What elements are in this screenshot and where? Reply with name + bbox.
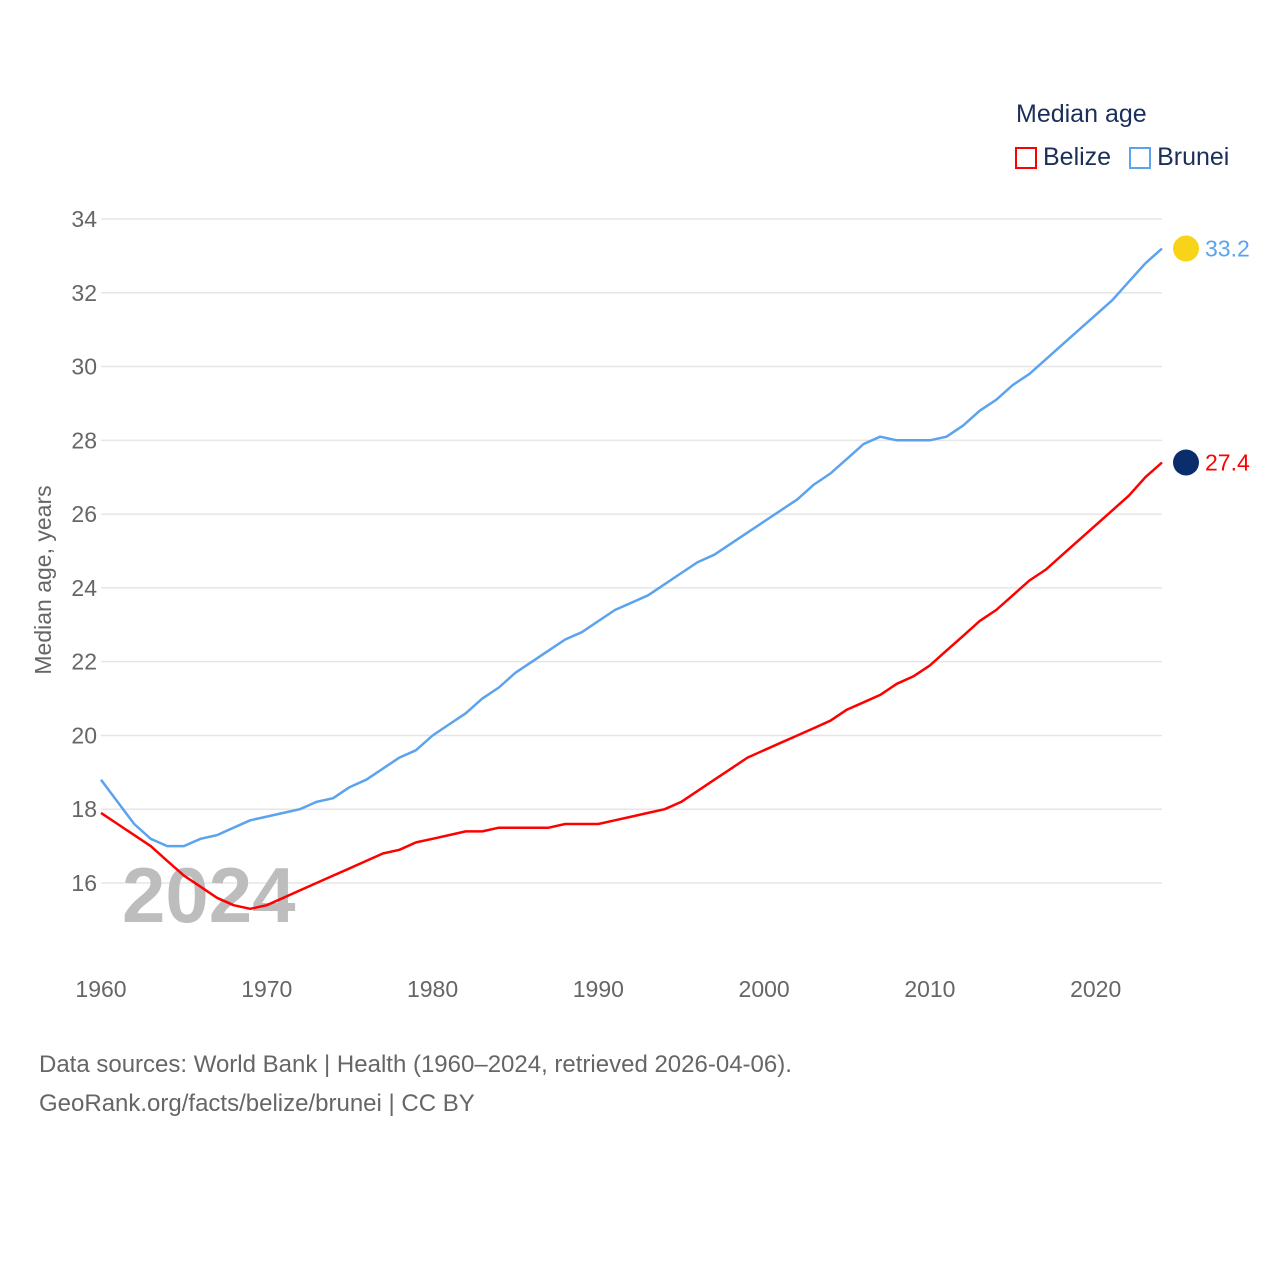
y-tick-label: 24 — [71, 575, 97, 601]
y-tick-label: 16 — [71, 870, 97, 896]
flag-icon-belize — [1173, 449, 1199, 476]
year-watermark: 2024 — [122, 851, 296, 939]
end-value-label: 27.4 — [1205, 449, 1250, 475]
end-value-label: 33.2 — [1205, 236, 1250, 262]
legend-item-belize[interactable]: Belize — [1015, 143, 1111, 172]
legend: Belize Brunei — [1015, 143, 1229, 172]
legend-title: Median age — [1016, 100, 1147, 128]
x-tick-label: 1980 — [407, 976, 458, 1002]
x-tick-label: 2010 — [904, 976, 955, 1002]
y-tick-label: 28 — [71, 427, 97, 453]
source-line-1: Data sources: World Bank | Health (1960–… — [39, 1051, 792, 1078]
y-tick-label: 34 — [71, 206, 97, 232]
legend-label-brunei: Brunei — [1157, 143, 1230, 171]
x-tick-label: 1970 — [241, 976, 292, 1002]
x-tick-label: 2000 — [739, 976, 790, 1002]
legend-swatch-brunei — [1129, 146, 1152, 169]
series-line-brunei — [99, 247, 1163, 848]
x-tick-label: 1990 — [573, 976, 624, 1002]
flag-icon-brunei — [1173, 235, 1199, 262]
y-tick-label: 20 — [71, 722, 97, 748]
source-line-2[interactable]: GeoRank.org/facts/belize/brunei | CC BY — [39, 1090, 475, 1117]
series-line-belize — [100, 461, 1163, 911]
y-tick-label: 32 — [71, 280, 97, 306]
y-tick-label: 22 — [71, 649, 97, 675]
legend-label-belize: Belize — [1043, 143, 1112, 171]
y-tick-label: 26 — [71, 501, 97, 527]
x-tick-label: 1960 — [75, 976, 126, 1002]
y-axis-label: Median age, years — [30, 485, 56, 674]
y-tick-label: 30 — [71, 354, 97, 380]
x-tick-label: 2020 — [1070, 976, 1121, 1002]
legend-swatch-belize — [1015, 146, 1037, 169]
y-tick-label: 18 — [71, 796, 97, 822]
source-note: Data sources: World Bank | Health (1960–… — [39, 1045, 792, 1123]
legend-item-brunei[interactable]: Brunei — [1129, 143, 1229, 172]
